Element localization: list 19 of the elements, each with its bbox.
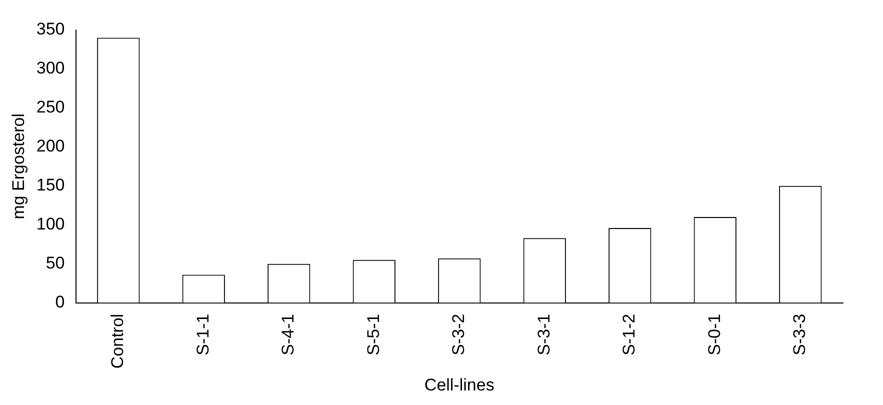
x-tick-label: S-3-1 bbox=[534, 314, 554, 356]
y-tick-label: 350 bbox=[36, 20, 65, 39]
y-tick-label: 150 bbox=[36, 176, 65, 195]
x-axis-title: Cell-lines bbox=[424, 375, 494, 394]
y-tick-label: 0 bbox=[55, 292, 65, 312]
x-tick-label: S-1-1 bbox=[193, 314, 212, 356]
x-tick-label: Control bbox=[108, 314, 128, 369]
x-tick-label: S-1-2 bbox=[620, 314, 639, 356]
y-tick-label: 300 bbox=[36, 58, 65, 78]
x-tick-label: S-0-1 bbox=[704, 314, 724, 356]
x-tick-label: S-3-2 bbox=[449, 314, 468, 356]
x-tick-label: S-5-1 bbox=[364, 314, 383, 356]
y-axis-title: mg Ergosterol bbox=[8, 113, 28, 220]
x-tick-label: S-3-3 bbox=[790, 314, 810, 356]
y-tick-label: 250 bbox=[36, 98, 65, 117]
y-tick-label: 50 bbox=[46, 254, 65, 273]
y-tick-label: 200 bbox=[36, 136, 65, 156]
y-tick-label: 100 bbox=[36, 214, 65, 234]
x-tick-label: S-4-1 bbox=[278, 314, 298, 356]
